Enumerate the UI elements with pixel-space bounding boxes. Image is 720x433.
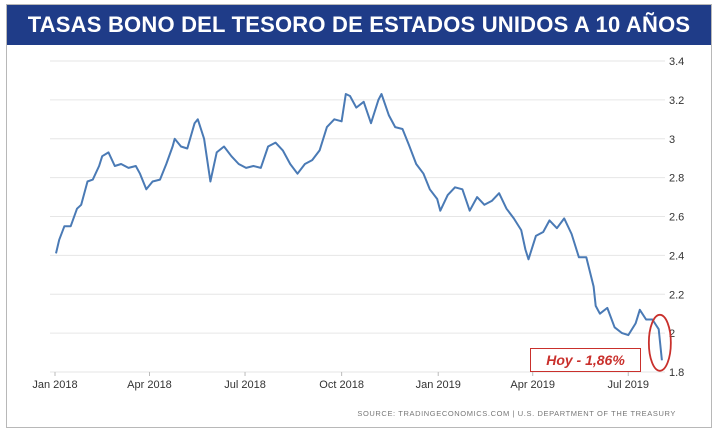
grid-lines (50, 60, 665, 373)
today-highlight-circle (647, 313, 672, 372)
x-axis-ticks: Jan 2018 Apr 2018 Jul 2018 Oct 2018 Jan 2019… (32, 372, 649, 391)
y-tick-label: 2.4 (669, 250, 684, 262)
y-tick-label: 2.6 (669, 212, 684, 224)
y-tick-label: 3.2 (669, 95, 684, 107)
today-value-callout: Hoy - 1,86% (530, 348, 641, 372)
y-tick-label: 3 (669, 134, 675, 146)
x-tick-label: Apr 2018 (127, 379, 172, 391)
today-value-label: Hoy - 1,86% (546, 352, 625, 368)
x-tick-label: Jan 2018 (32, 379, 77, 391)
y-tick-label: 1.8 (669, 367, 684, 379)
y-axis-ticks: 1.8 2 2.2 2.4 2.6 2.8 3 3.2 3.4 (669, 56, 684, 379)
yield-series-line (55, 93, 663, 361)
y-tick-label: 3.4 (669, 56, 684, 68)
x-tick-label: Oct 2018 (319, 379, 364, 391)
x-tick-label: Jul 2019 (607, 379, 649, 391)
x-tick-label: Jul 2018 (224, 379, 266, 391)
y-tick-label: 2.2 (669, 289, 684, 301)
x-tick-label: Apr 2019 (510, 379, 555, 391)
chart-title-banner: TASAS BONO DEL TESORO DE ESTADOS UNIDOS … (7, 5, 711, 45)
y-tick-label: 2 (669, 328, 675, 340)
y-tick-label: 2.8 (669, 173, 684, 185)
x-tick-label: Jan 2019 (416, 379, 461, 391)
source-note: SOURCE: TRADINGECONOMICS.COM | U.S. DEPA… (357, 409, 676, 418)
